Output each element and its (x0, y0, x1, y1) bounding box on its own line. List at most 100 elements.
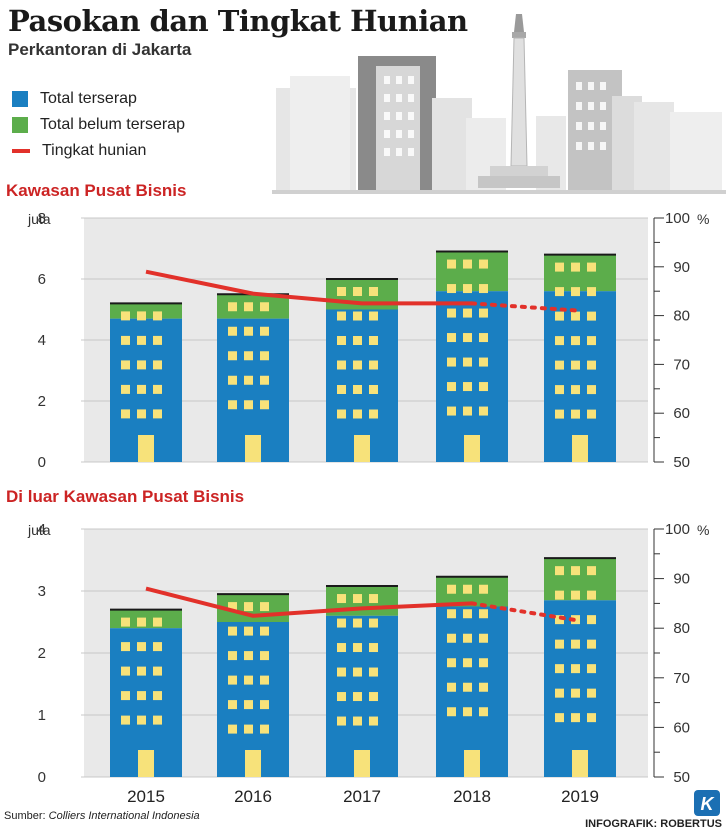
y2-tick-label: 100 (665, 521, 690, 538)
bar-window (555, 336, 564, 346)
bar-window (369, 692, 378, 702)
bar-window (244, 602, 253, 612)
bar-window (337, 618, 346, 628)
y-tick-label: 1 (38, 707, 46, 724)
bar-window (153, 311, 162, 321)
occupancy-line (145, 269, 472, 306)
bar-window (479, 633, 488, 643)
bar-window (153, 666, 162, 676)
bar-window (121, 384, 130, 394)
legend-swatch-occupancy (12, 149, 30, 153)
bar-door (138, 750, 154, 777)
bar-window (228, 651, 237, 661)
legend-label-occupancy: Tingkat hunian (42, 142, 147, 159)
y-unit-label: juta (27, 211, 51, 227)
bar-window (137, 409, 146, 419)
bar-window (587, 287, 596, 297)
bar-window (571, 409, 580, 419)
bar-window (587, 639, 596, 649)
bar-window (260, 375, 269, 385)
bar-window (153, 409, 162, 419)
bar-window (337, 667, 346, 677)
bar-window (153, 384, 162, 394)
bar-window (587, 664, 596, 674)
y2-tick-label: 80 (673, 308, 690, 325)
y2-tick-label: 90 (673, 259, 690, 276)
bar-window (337, 643, 346, 653)
bar-window (353, 385, 362, 394)
occupancy-line-projected (470, 601, 582, 623)
bar-door (464, 435, 480, 462)
bar-window (121, 666, 130, 676)
y2-unit-label: % (697, 522, 709, 538)
legend-item-unabsorbed: Total belum terserap (12, 112, 185, 138)
bar-window (228, 400, 237, 410)
kompas-logo: K (694, 790, 720, 816)
source-label: Sumber: (4, 810, 46, 822)
bar-door (572, 435, 588, 462)
bar-window (555, 713, 564, 723)
bar-window (479, 308, 488, 318)
bar-window (260, 675, 269, 685)
bar-window (555, 590, 564, 600)
occupancy-line (145, 586, 473, 618)
bar-window (337, 594, 346, 604)
bar-window (463, 284, 472, 294)
y-tick-label: 0 (38, 454, 46, 471)
occupancy-line-projected (470, 301, 582, 313)
bar-window (369, 287, 378, 296)
y2-tick-label: 80 (673, 620, 690, 637)
bar-window (571, 360, 580, 370)
legend-item-occupancy: Tingkat hunian (12, 138, 185, 164)
bar-door (464, 750, 480, 777)
y-tick-label: 3 (38, 583, 46, 600)
bar-window (587, 615, 596, 625)
skyline-illustration (272, 14, 726, 194)
bar-window (137, 715, 146, 725)
y-tick-label: 8 (38, 210, 46, 227)
bar-window (153, 360, 162, 370)
x-tick-label: 2019 (561, 787, 599, 806)
bar-window (587, 360, 596, 370)
bar-window (587, 409, 596, 419)
bar-window (479, 707, 488, 717)
bar-window (555, 287, 564, 297)
bar-window (121, 360, 130, 370)
legend: Total terserap Total belum terserap Ting… (12, 86, 185, 164)
bar-window (337, 336, 346, 345)
bar-window (353, 667, 362, 677)
bar-window (228, 351, 237, 361)
bar-door (245, 435, 261, 462)
bar-window (260, 302, 269, 312)
bar-window (260, 326, 269, 336)
bar-window (463, 406, 472, 416)
bar-window (555, 639, 564, 649)
y2-tick-label: 60 (673, 719, 690, 736)
bar-window (369, 643, 378, 653)
bar-window (153, 617, 162, 627)
bar-window (555, 615, 564, 625)
bar-window (587, 311, 596, 321)
bar-window (260, 602, 269, 612)
bar-window (244, 375, 253, 385)
x-tick-label: 2015 (127, 787, 165, 806)
bar-window (369, 360, 378, 370)
bar-window (121, 642, 130, 652)
bar-window (447, 382, 456, 392)
bar-window (447, 308, 456, 318)
bar-window (353, 618, 362, 628)
bar-window (121, 409, 130, 419)
y2-tick-label: 70 (673, 670, 690, 687)
bar-window (244, 675, 253, 685)
bar-window (555, 360, 564, 370)
y-tick-label: 4 (38, 521, 46, 538)
bar-window (228, 626, 237, 636)
bar-window (228, 326, 237, 336)
monument-icon (478, 14, 560, 188)
bar-window (337, 409, 346, 419)
bar-window (463, 609, 472, 619)
bar-window (587, 262, 596, 272)
bar-window (555, 385, 564, 395)
y2-tick-label: 60 (673, 405, 690, 422)
bar-door (245, 750, 261, 777)
